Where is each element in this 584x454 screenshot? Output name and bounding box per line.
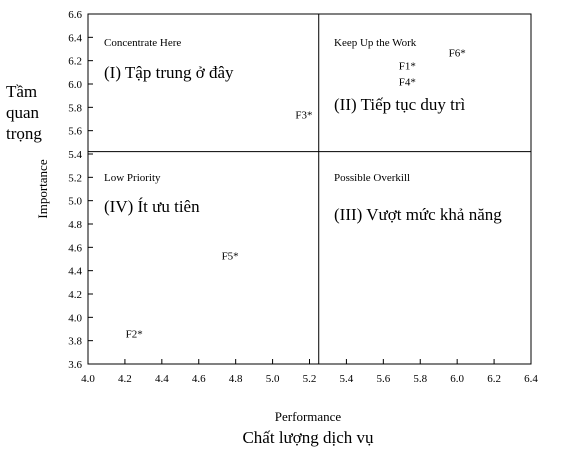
x-tick-label: 4.6 bbox=[192, 373, 206, 385]
x-tick-label: 4.0 bbox=[81, 373, 95, 385]
data-points: F1* F2* F3* F4* F5* F6* bbox=[126, 48, 466, 341]
x-tick-label: 5.8 bbox=[413, 373, 427, 385]
x-tick-label: 6.4 bbox=[524, 373, 538, 385]
y-tick-label: 4.6 bbox=[68, 242, 82, 254]
x-tick-label: 6.2 bbox=[487, 373, 501, 385]
y-tick-label: 6.6 bbox=[68, 9, 82, 21]
y-tick-label: 4.2 bbox=[68, 289, 82, 301]
x-tick-label: 5.2 bbox=[303, 373, 317, 385]
y-tick-label: 4.8 bbox=[68, 219, 82, 231]
x-tick-label: 4.2 bbox=[118, 373, 132, 385]
y-axis-label-vi-line: quan bbox=[6, 103, 40, 122]
y-tick-label: 3.6 bbox=[68, 359, 82, 371]
data-point-f2: F2* bbox=[126, 329, 143, 341]
quadrant-I-label: Concentrate Here bbox=[104, 37, 181, 49]
y-axis-ticks: 3.6 3.8 4.0 4.2 4.4 4.6 4.8 5.0 5.2 5.4 5.6 5.8 6.0 6… bbox=[68, 9, 93, 371]
quadrant-III-label: Possible Overkill bbox=[334, 172, 410, 184]
y-axis-label-vi: Tầm quan trọng bbox=[6, 82, 42, 143]
x-tick-label: 6.0 bbox=[450, 373, 464, 385]
data-point-f1: F1* bbox=[399, 60, 416, 72]
y-axis-label-vi-line: trọng bbox=[6, 124, 42, 143]
x-tick-label: 5.6 bbox=[376, 373, 390, 385]
data-point-f5: F5* bbox=[222, 251, 239, 263]
y-axis-label: Importance bbox=[35, 159, 50, 218]
y-axis-label-vi-line: Tầm bbox=[6, 82, 37, 101]
quadrant-II-label-vi: (II) Tiếp tục duy trì bbox=[334, 95, 466, 114]
x-axis-ticks: 4.0 4.2 4.4 4.6 4.8 5.0 5.2 5.4 5.6 5.8 6.0 6.2 6.4 bbox=[81, 359, 538, 385]
quadrant-III-label-vi: (III) Vượt mức khả năng bbox=[334, 205, 502, 224]
quadrant-II-label: Keep Up the Work bbox=[334, 37, 417, 49]
y-tick-label: 5.4 bbox=[68, 149, 82, 161]
data-point-f3: F3* bbox=[295, 109, 312, 121]
data-point-f6: F6* bbox=[449, 48, 466, 60]
data-point-f4: F4* bbox=[399, 77, 416, 89]
y-tick-label: 6.4 bbox=[68, 32, 82, 44]
x-tick-label: 5.4 bbox=[340, 373, 354, 385]
quadrant-I-label-vi: (I) Tập trung ở đây bbox=[104, 63, 234, 82]
y-tick-label: 6.2 bbox=[68, 56, 82, 68]
x-axis-label: Performance bbox=[275, 409, 342, 424]
quadrant-IV-label: Low Priority bbox=[104, 172, 161, 184]
y-tick-label: 4.4 bbox=[68, 266, 82, 278]
y-tick-label: 5.2 bbox=[68, 172, 82, 184]
x-tick-label: 4.8 bbox=[229, 373, 243, 385]
quadrant-labels: Concentrate Here (I) Tập trung ở đây Keep … bbox=[104, 37, 502, 224]
y-tick-label: 3.8 bbox=[68, 336, 82, 348]
y-tick-label: 4.0 bbox=[68, 312, 82, 324]
y-tick-label: 6.0 bbox=[68, 79, 82, 91]
x-tick-label: 5.0 bbox=[266, 373, 280, 385]
y-tick-label: 5.8 bbox=[68, 102, 82, 114]
quadrant-IV-label-vi: (IV) Ít ưu tiên bbox=[104, 197, 200, 216]
y-tick-label: 5.0 bbox=[68, 196, 82, 208]
x-axis-label-vi: Chất lượng dịch vụ bbox=[242, 428, 374, 447]
y-tick-label: 5.6 bbox=[68, 126, 82, 138]
x-tick-label: 4.4 bbox=[155, 373, 169, 385]
